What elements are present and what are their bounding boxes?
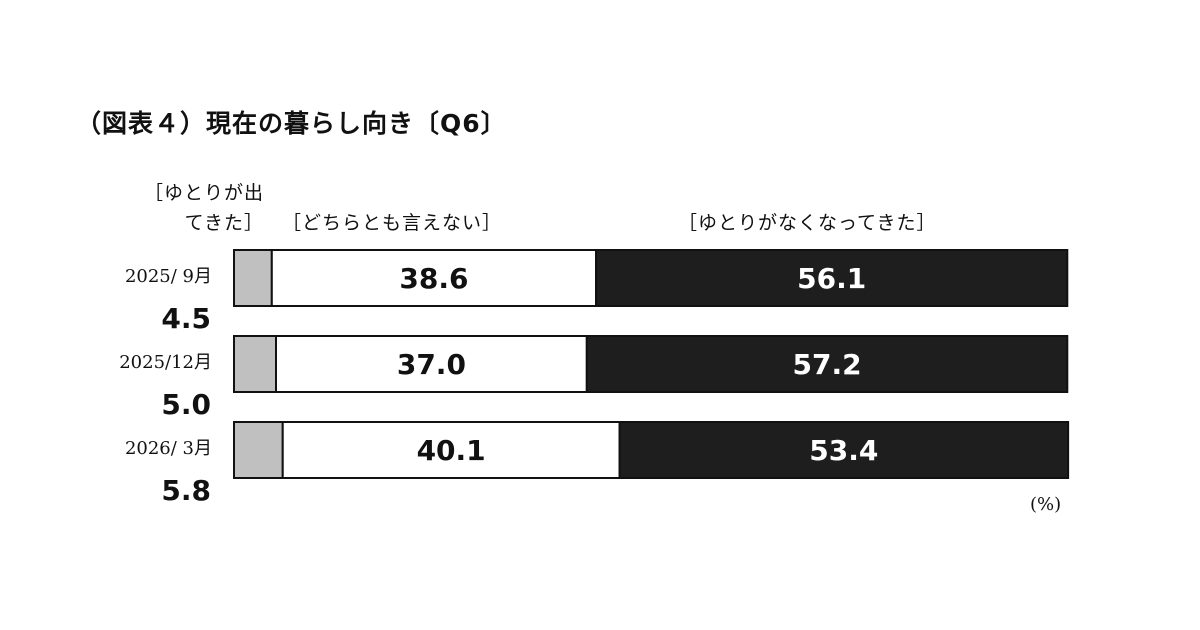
category-label-row0: 2025/ 9月 — [125, 266, 212, 287]
data-label-row2-series1: 40.1 — [417, 434, 486, 467]
data-label-row1-series2: 57.2 — [792, 348, 861, 381]
category-label-row1: 2025/12月 — [119, 352, 212, 373]
bar-segment-row1-series2 — [585, 335, 1069, 393]
data-label-row1-series0: 5.0 — [161, 388, 211, 421]
legend-label-yutori-dete-kita: ［ゆとりが出てきた］ — [143, 182, 264, 234]
data-label-row1-series1: 37.0 — [397, 348, 466, 381]
unit-label: (%) — [1030, 494, 1062, 515]
data-label-row2-series0: 5.8 — [161, 474, 211, 507]
data-label-row0-series0: 4.5 — [161, 302, 211, 335]
data-label-row2-series2: 53.4 — [809, 434, 878, 467]
bar-segment-row1-series0 — [233, 335, 277, 393]
bar-segment-row0-series2 — [595, 249, 1069, 307]
category-label-row2: 2026/ 3月 — [125, 438, 212, 459]
legend-label-dochiratomo-ienai: ［どちらとも言えない］ — [282, 212, 503, 234]
bar-segment-row2-series0 — [233, 421, 284, 479]
data-label-row0-series1: 38.6 — [399, 262, 468, 295]
bar-segment-row2-series2 — [618, 421, 1070, 479]
chart-title: （図表４）現在の暮らし向き〔Q6〕 — [76, 109, 507, 138]
legend-label-yutori-naku-natte-kita: ［ゆとりがなくなってきた］ — [678, 212, 937, 234]
data-label-row0-series2: 56.1 — [797, 262, 866, 295]
bar-segment-row0-series0 — [233, 249, 273, 307]
bar-segment-row0-series1 — [270, 249, 598, 307]
